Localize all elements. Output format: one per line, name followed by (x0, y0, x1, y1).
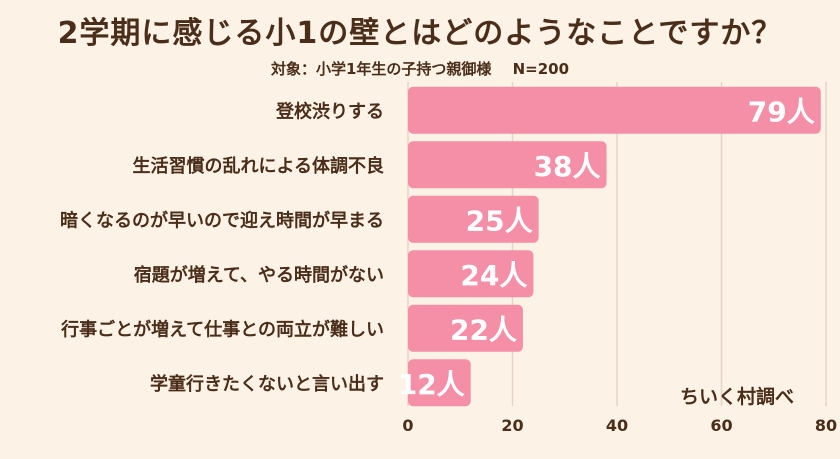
bars (408, 86, 821, 407)
value-label: 24人 (460, 259, 527, 292)
bar (408, 250, 534, 298)
x-tick-label: 40 (606, 416, 628, 435)
chart-title: 2学期に感じる小1の壁とはどのようなことですか？ (57, 16, 783, 51)
value-label: 38人 (534, 150, 601, 183)
category-label: 行事ごとが増えて仕事との両立が難しい (60, 318, 384, 340)
grid-lines (407, 82, 827, 406)
category-label: 学童行きたくないと言い出す (150, 373, 384, 395)
subtitle-n: N=200 (512, 60, 570, 78)
value-label: 12人 (398, 368, 465, 401)
bar (408, 195, 539, 243)
value-label: 22人 (450, 313, 517, 346)
value-label: 25人 (466, 204, 533, 237)
category-labels: 登校渋りする生活習慣の乱れによる体調不良暗くなるのが早いので迎え時間が早まる宿題… (60, 100, 384, 395)
bar (408, 141, 607, 189)
value-label: 79人 (748, 95, 815, 128)
x-tick-label: 60 (710, 416, 732, 435)
x-tick-label: 20 (501, 416, 523, 435)
bar (408, 304, 523, 352)
bar (408, 359, 471, 407)
chart-subtitle: 対象：小学1年生の子持つ親御様 N=200 (0, 58, 840, 79)
category-label: 宿題が増えて、やる時間がない (134, 264, 384, 286)
category-label: 登校渋りする (275, 100, 384, 122)
x-tick-label: 0 (402, 416, 413, 435)
bar (408, 86, 821, 134)
source-credit: ちいく村調べ (680, 386, 795, 408)
category-label: 生活習慣の乱れによる体調不良 (133, 155, 384, 177)
x-tick-labels: 0 20 40 60 80 (402, 416, 837, 435)
x-tick-label: 80 (815, 416, 837, 435)
category-label: 暗くなるのが早いので迎え時間が早まる (60, 209, 384, 231)
subtitle-target: 対象：小学1年生の子持つ親御様 (270, 60, 492, 78)
